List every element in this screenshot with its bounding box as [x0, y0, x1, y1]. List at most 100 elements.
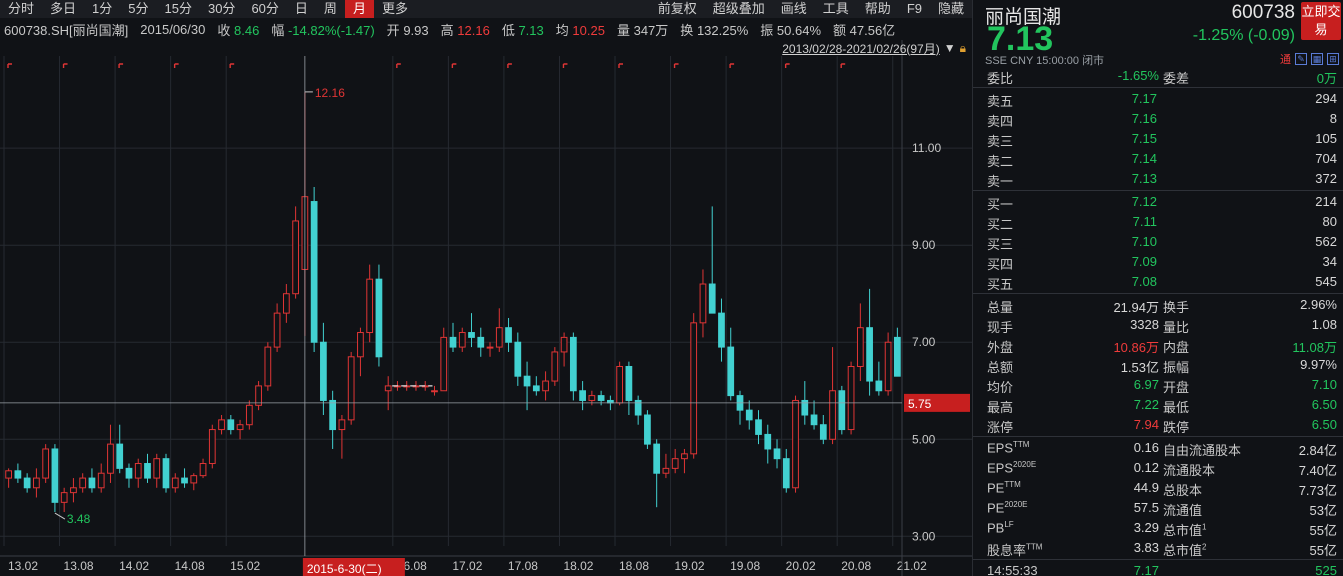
- date-label: 2015/06/30: [140, 21, 206, 37]
- candle-body: [357, 332, 364, 358]
- bid-book: 买一 7.12 214 买二 7.11 80 买三 7.10 562 买四 7.09 34 买五 7.08…: [973, 192, 1343, 292]
- kline-svg[interactable]: 3.00 5.00 7.00 9.00 11.00 13.02 13.08 14.02 14.0…: [0, 40, 972, 576]
- amp-label: 幅 -14.82%(-1.47): [271, 22, 375, 38]
- candle-body: [431, 390, 438, 393]
- fundamental-row: PBLF 3.29 总市值1 55亿: [987, 520, 1337, 538]
- period-0-button[interactable]: 分时: [8, 1, 35, 16]
- min-pointer: [54, 512, 66, 520]
- period-7-button[interactable]: 日: [294, 1, 308, 16]
- ask-row: 卖四 7.16 8: [987, 111, 1337, 129]
- grid-icon[interactable]: ⊞: [1327, 53, 1339, 65]
- swing-label: 振 50.64%: [760, 22, 821, 38]
- x-tick-label: 21.02: [897, 559, 927, 573]
- bid-row: 买四 7.09 34: [987, 254, 1337, 272]
- candle-body: [310, 201, 318, 343]
- candle-body: [699, 283, 707, 324]
- y-tick-label: 5.00: [912, 432, 936, 446]
- crosshair-price-label: 5.75: [908, 397, 932, 411]
- candle-body: [42, 448, 50, 479]
- candle-body: [264, 346, 272, 387]
- candle-body: [866, 327, 873, 382]
- tool-4-button[interactable]: 帮助: [864, 1, 891, 16]
- candle-body: [199, 463, 207, 477]
- candle-body: [745, 409, 753, 421]
- candle-body: [644, 414, 651, 445]
- y-tick-label: 3.00: [912, 529, 936, 543]
- tool-2-button[interactable]: 画线: [780, 1, 807, 16]
- candle-body: [662, 467, 670, 474]
- candle-body: [801, 399, 809, 416]
- ask-row: 卖一 7.13 372: [987, 171, 1337, 189]
- tool-0-button[interactable]: 前复权: [657, 1, 697, 16]
- period-9-button[interactable]: 月: [344, 0, 374, 18]
- tool-5-button[interactable]: F9: [906, 1, 922, 16]
- candle-body: [134, 463, 142, 479]
- candle-body: [819, 424, 827, 440]
- y-tick-label: 11.00: [912, 141, 941, 155]
- channel-label: 通: [1280, 54, 1291, 66]
- x-tick-label: 14.08: [175, 559, 205, 573]
- period-8-button[interactable]: 周: [323, 1, 337, 16]
- kline-chart[interactable]: 3.00 5.00 7.00 9.00 11.00 13.02 13.08 14.02 14.0…: [0, 40, 972, 576]
- candle-body: [588, 395, 596, 401]
- fundamental-row: EPS2020E 0.12 流通股本 7.40亿: [987, 460, 1337, 478]
- stats-row: 总额 1.53亿 振幅 9.97%: [987, 357, 1337, 375]
- ask-row: 卖三 7.15 105: [987, 131, 1337, 149]
- candle-body: [292, 220, 299, 295]
- period-2-button[interactable]: 1分: [92, 1, 113, 16]
- turnover-label: 换 132.25%: [680, 22, 749, 38]
- candle-body: [514, 341, 522, 377]
- period-6-button[interactable]: 60分: [251, 1, 279, 16]
- candle-body: [671, 458, 679, 469]
- candle-body: [338, 419, 346, 431]
- candle-body: [347, 356, 355, 421]
- candle-body: [245, 404, 253, 426]
- currency-label: CNY: [1010, 55, 1034, 67]
- candle-body: [51, 448, 59, 503]
- candle-body: [792, 399, 799, 489]
- period-10-button[interactable]: 更多: [381, 1, 408, 16]
- ask-row: 卖五 7.17 294: [987, 91, 1337, 109]
- stats-row: 现手 3328 量比 1.08: [987, 317, 1337, 335]
- tool-3-button[interactable]: 工具: [822, 1, 849, 16]
- crosshair-date-box: [302, 558, 405, 576]
- event-marker: [118, 63, 124, 68]
- event-marker: [507, 63, 512, 68]
- exchange-label: SSE: [985, 55, 1008, 67]
- x-tick-label: 14.02: [119, 559, 149, 573]
- candle-body: [718, 312, 725, 348]
- tick-row: 14:55:33 7.17 525: [987, 563, 1337, 576]
- x-tick-label: 19.02: [675, 559, 705, 573]
- candle-body: [505, 327, 512, 343]
- lock-icon[interactable]: 🔒︎: [959, 40, 966, 55]
- x-tick-label: 17.02: [452, 559, 482, 573]
- period-5-button[interactable]: 30分: [207, 1, 236, 16]
- candle-body: [486, 346, 494, 349]
- candle-body: [218, 419, 225, 431]
- candle-body: [14, 470, 22, 479]
- x-tick-label: 15.02: [230, 559, 260, 573]
- candle-body: [440, 336, 448, 392]
- candle-body: [681, 453, 688, 460]
- range-text[interactable]: 2013/02/28-2021/02/26(97月): [782, 41, 940, 56]
- close-label: 收 8.46: [217, 22, 260, 38]
- candle-body: [829, 390, 836, 440]
- tool-6-button[interactable]: 隐藏: [937, 1, 964, 16]
- candle-body: [116, 443, 124, 469]
- y-tick-label: 7.00: [912, 335, 936, 349]
- candle-body: [894, 336, 901, 377]
- candle-body: [634, 399, 642, 416]
- trade-button[interactable]: 立即交易: [1301, 2, 1341, 40]
- ask-row: 卖二 7.14 704: [987, 151, 1337, 169]
- candle-body: [320, 341, 327, 401]
- range-selector[interactable]: 2013/02/28-2021/02/26(97月) ▼ 🔒︎: [782, 40, 966, 56]
- period-1-button[interactable]: 多日: [50, 1, 77, 16]
- candle-body: [884, 341, 892, 392]
- candle-body: [690, 322, 698, 455]
- chart-icon[interactable]: ▦: [1311, 53, 1323, 65]
- range-dropdown-icon[interactable]: ▼: [943, 41, 956, 55]
- tool-1-button[interactable]: 超级叠加: [712, 1, 765, 16]
- period-4-button[interactable]: 15分: [164, 1, 192, 16]
- period-3-button[interactable]: 5分: [128, 1, 149, 16]
- edit-icon[interactable]: ✎: [1295, 53, 1307, 65]
